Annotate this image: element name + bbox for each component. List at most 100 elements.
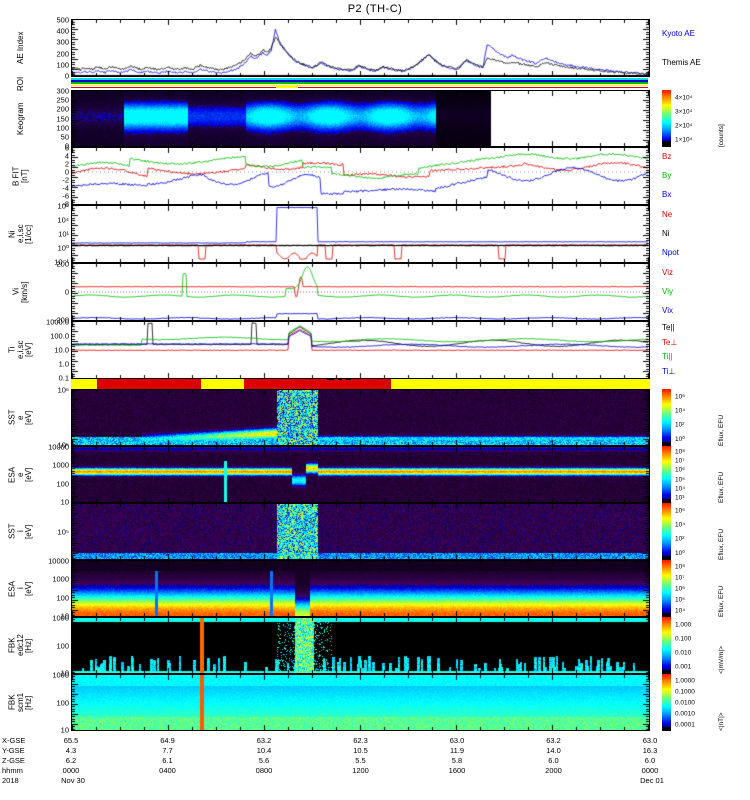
xaxis-tick-date: Dec 01 <box>640 776 664 785</box>
ylabel-roi: ROI <box>15 76 25 91</box>
ytick: 10000 <box>48 556 69 566</box>
yticks-b-fit: 6 4 2 0 -2 -4 -6 -8 <box>30 143 69 209</box>
ytick: -6 <box>62 191 69 201</box>
colorbar-keogram: 4×10⁴ 3×10⁴ 2×10⁴ 1×10⁴ [counts] <box>662 90 748 147</box>
xtickmarks <box>72 148 649 204</box>
ytick: 300 <box>56 37 69 47</box>
ytick: 200 <box>56 104 69 114</box>
legend-themisae: Themis AE <box>662 57 701 67</box>
ytickmarks-right-sst-e <box>640 389 650 446</box>
yticks-esa-i: 10000 1000 100 10 <box>30 556 69 621</box>
colorbar-label: Eflux, EFU <box>718 471 725 503</box>
panel-esa-e <box>71 446 650 503</box>
legend-ti: Ti⊥ <box>662 366 676 376</box>
ytick: 10⁰ <box>57 243 69 253</box>
roi-bar <box>71 82 648 84</box>
xaxis-row-label: hhmm <box>2 766 23 775</box>
page-title: P2 (TH-C) <box>347 3 403 15</box>
ytick: 1000 <box>52 613 69 623</box>
colorbar-gradient <box>662 617 671 674</box>
colorbar-tick: 0.001 <box>675 663 692 671</box>
ytickmarks-right-vi <box>640 263 650 321</box>
ytick: 1000.0 <box>46 317 69 327</box>
ytickmarks-right-fbk-scm1 <box>640 674 650 731</box>
ytick: 1.0 <box>58 359 69 369</box>
ytickmarks-right-keogram <box>640 90 650 147</box>
ytick: 100.0 <box>50 331 69 341</box>
legend-bx: Bx <box>662 190 672 200</box>
roi-bar <box>71 84 648 87</box>
legend-npot: Npot <box>662 248 679 258</box>
ytick: 6 <box>64 143 69 153</box>
xaxis-row-label: Y-GSE <box>2 746 25 755</box>
yticks-vi: 200 0 -200 <box>30 259 69 325</box>
colorbar-tick: 0.1000 <box>675 688 695 696</box>
yticks-ni: 10⁵ 10⁴ 10¹ 10⁰ 10⁻¹ <box>30 202 69 267</box>
ytick: 10⁴ <box>57 215 69 225</box>
xaxis-tick-hhmm: 0000 <box>62 766 80 775</box>
ytickmarks-right-esa-i <box>640 560 650 617</box>
xaxis-tick-z_gse: 6.2 <box>65 756 77 765</box>
ytick: 500 <box>56 15 69 25</box>
mode-segment-red <box>96 379 201 389</box>
ylabel-mode-bar <box>8 379 34 389</box>
legend-te: Te⊥ <box>662 337 678 347</box>
ytickmarks-esa-e <box>71 446 81 503</box>
xaxis-tick-x_gse: 63.2 <box>256 736 272 745</box>
ytick: 10 <box>60 611 69 621</box>
ytick: 300 <box>56 86 69 96</box>
colorbar-tick: 2×10⁴ <box>675 122 693 130</box>
colorbar-tick: 10⁶ <box>675 393 685 401</box>
xtickmarks <box>72 20 649 76</box>
panel-ae-index <box>71 19 650 77</box>
xtickmarks <box>72 390 649 445</box>
colorbar-tick: 10⁴ <box>675 521 686 529</box>
xtickmarks <box>72 91 649 146</box>
ytickmarks-b-fit <box>71 147 81 205</box>
panel-b-fit <box>71 147 650 205</box>
colorbar-tick: 10⁴ <box>675 485 686 493</box>
ytick: 10.0 <box>54 345 69 355</box>
yticks-fbk-scm1: 1000 100 10 <box>30 671 69 735</box>
colorbar-tick: 1.000 <box>675 621 692 629</box>
xtickmarks <box>72 504 649 559</box>
ytickmarks-fbk-edc12 <box>71 617 81 674</box>
roi-bar <box>71 78 648 80</box>
ytick: 10 <box>60 725 69 735</box>
ytick: 50 <box>60 132 69 142</box>
xaxis-row-label: Z-GSE <box>2 756 25 765</box>
xaxis-tick-z_gse: 5.5 <box>355 756 366 765</box>
legend-by: By <box>662 171 672 180</box>
legend-ni: Ni <box>662 229 670 238</box>
ytickmarks-ni <box>71 205 81 263</box>
colorbar-esa-e: 10⁸ 10⁷ 10⁶ 10⁵ 10⁴ 10³ Eflux, EFU <box>662 446 748 503</box>
roi-bar <box>71 80 648 82</box>
roi-bar <box>71 86 648 89</box>
xtickmarks <box>72 264 649 320</box>
xtickmarks <box>72 618 649 673</box>
ytick: 0 <box>64 287 69 297</box>
xaxis-tick-hhmm: 1200 <box>352 766 369 775</box>
ytickmarks-vi <box>71 263 81 321</box>
xaxis-tick-y_gse: 10.5 <box>353 746 368 755</box>
ytick: -8 <box>62 199 69 209</box>
colorbar-tick: 3×10⁴ <box>675 108 693 116</box>
ytick: 10 <box>60 497 69 507</box>
colorbar-tick: 10⁷ <box>675 574 685 582</box>
yticks-fbk-edc12: 1000 100 10 <box>30 613 69 678</box>
colorbar-label: [counts] <box>718 124 725 147</box>
ytick: 0 <box>64 141 69 151</box>
ytick: 10⁶ <box>57 385 69 395</box>
colorbar-tick: 10⁵ <box>675 596 685 604</box>
yticks-keogram: 300 250 200 150 100 50 0 <box>30 86 69 151</box>
colorbar-label: Eflux, EFU <box>718 528 725 560</box>
ytick: 0.1 <box>58 373 69 383</box>
colorbar-label: <|mV/m|> <box>718 646 725 674</box>
panel-fbk-scm1 <box>71 674 650 731</box>
mode-segment-black <box>337 379 343 380</box>
ytick: 200 <box>56 259 69 269</box>
colorbar-sst-e: 10⁶ 10⁴ 10² 10⁰ Eflux, EFU <box>662 389 748 446</box>
xaxis-tick-hhmm: 0000 <box>641 766 659 775</box>
ytickmarks-fbk-scm1 <box>71 674 81 731</box>
